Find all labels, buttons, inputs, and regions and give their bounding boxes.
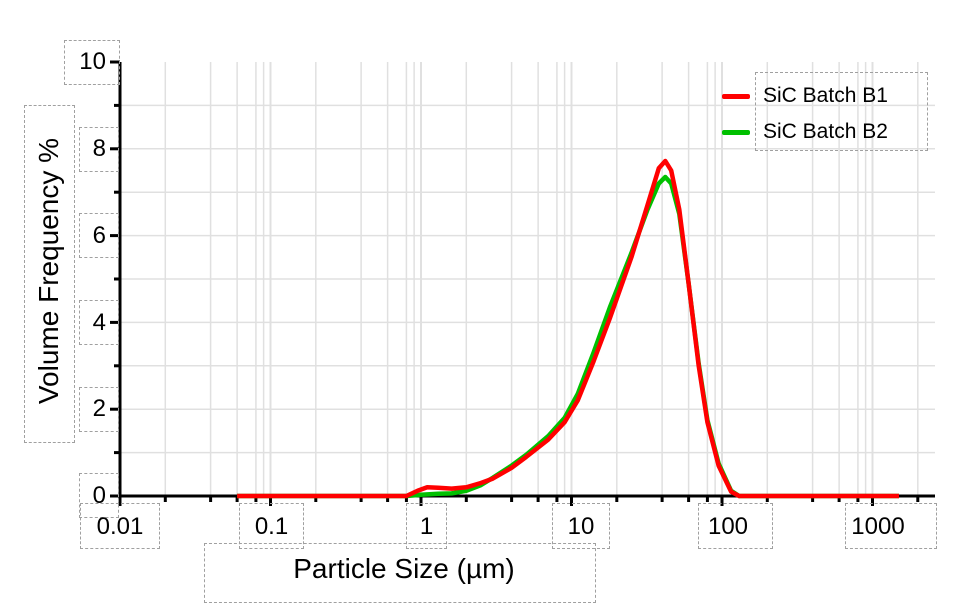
x-tick-box-0.01 (80, 503, 160, 549)
y-tick-box-6 (79, 213, 119, 258)
legend-item-b2: SiC Batch B2 (722, 117, 888, 147)
y-tick-label-4: 4 (92, 309, 106, 336)
legend-item-b1: SiC Batch B1 (722, 81, 888, 111)
y-axis-title: Volume Frequency % (33, 137, 64, 405)
x-tick-label-1000: 1000 (851, 513, 905, 540)
y-tick-box-0 (79, 473, 119, 518)
x-tick-box-0.1 (239, 503, 304, 549)
y-tick-label-8: 8 (92, 135, 106, 162)
series-line-b2 (237, 174, 899, 499)
y-tick-label-0: 0 (92, 482, 106, 509)
y-tick-box-4 (79, 300, 119, 345)
y-tick-box-8 (79, 127, 119, 172)
legend-label-b1: SiC Batch B1 (763, 84, 888, 107)
y-tick-box-2 (79, 387, 119, 432)
x-tick-box-1 (406, 503, 447, 549)
x-axis-title: Particle Size (µm) (293, 553, 515, 584)
x-tick-label-1: 1 (419, 513, 434, 540)
x-tick-box-1000 (845, 503, 937, 549)
x-tick-label-0.01: 0.01 (96, 513, 144, 540)
data-series (237, 158, 899, 499)
x-tick-label-10: 10 (567, 513, 595, 540)
y-tick-label-2: 2 (92, 395, 106, 422)
legend: SiC Batch B1 SiC Batch B2 (722, 72, 928, 151)
legend-label-b2: SiC Batch B2 (763, 120, 888, 143)
y-tick-box-10 (64, 40, 120, 85)
legend-swatch-b1 (722, 93, 750, 99)
x-tick-label-0.1: 0.1 (254, 513, 289, 540)
y-tick-label-6: 6 (92, 222, 106, 249)
series-line-b1 (237, 158, 899, 499)
x-tick-label-100: 100 (707, 513, 749, 540)
x-tick-box-10 (552, 503, 610, 549)
y-axis-title-box (24, 105, 75, 443)
x-tick-box-100 (698, 503, 773, 549)
y-tick-label-10: 10 (79, 48, 106, 75)
legend-swatch-b2 (722, 129, 750, 135)
grid-lines (120, 62, 935, 496)
